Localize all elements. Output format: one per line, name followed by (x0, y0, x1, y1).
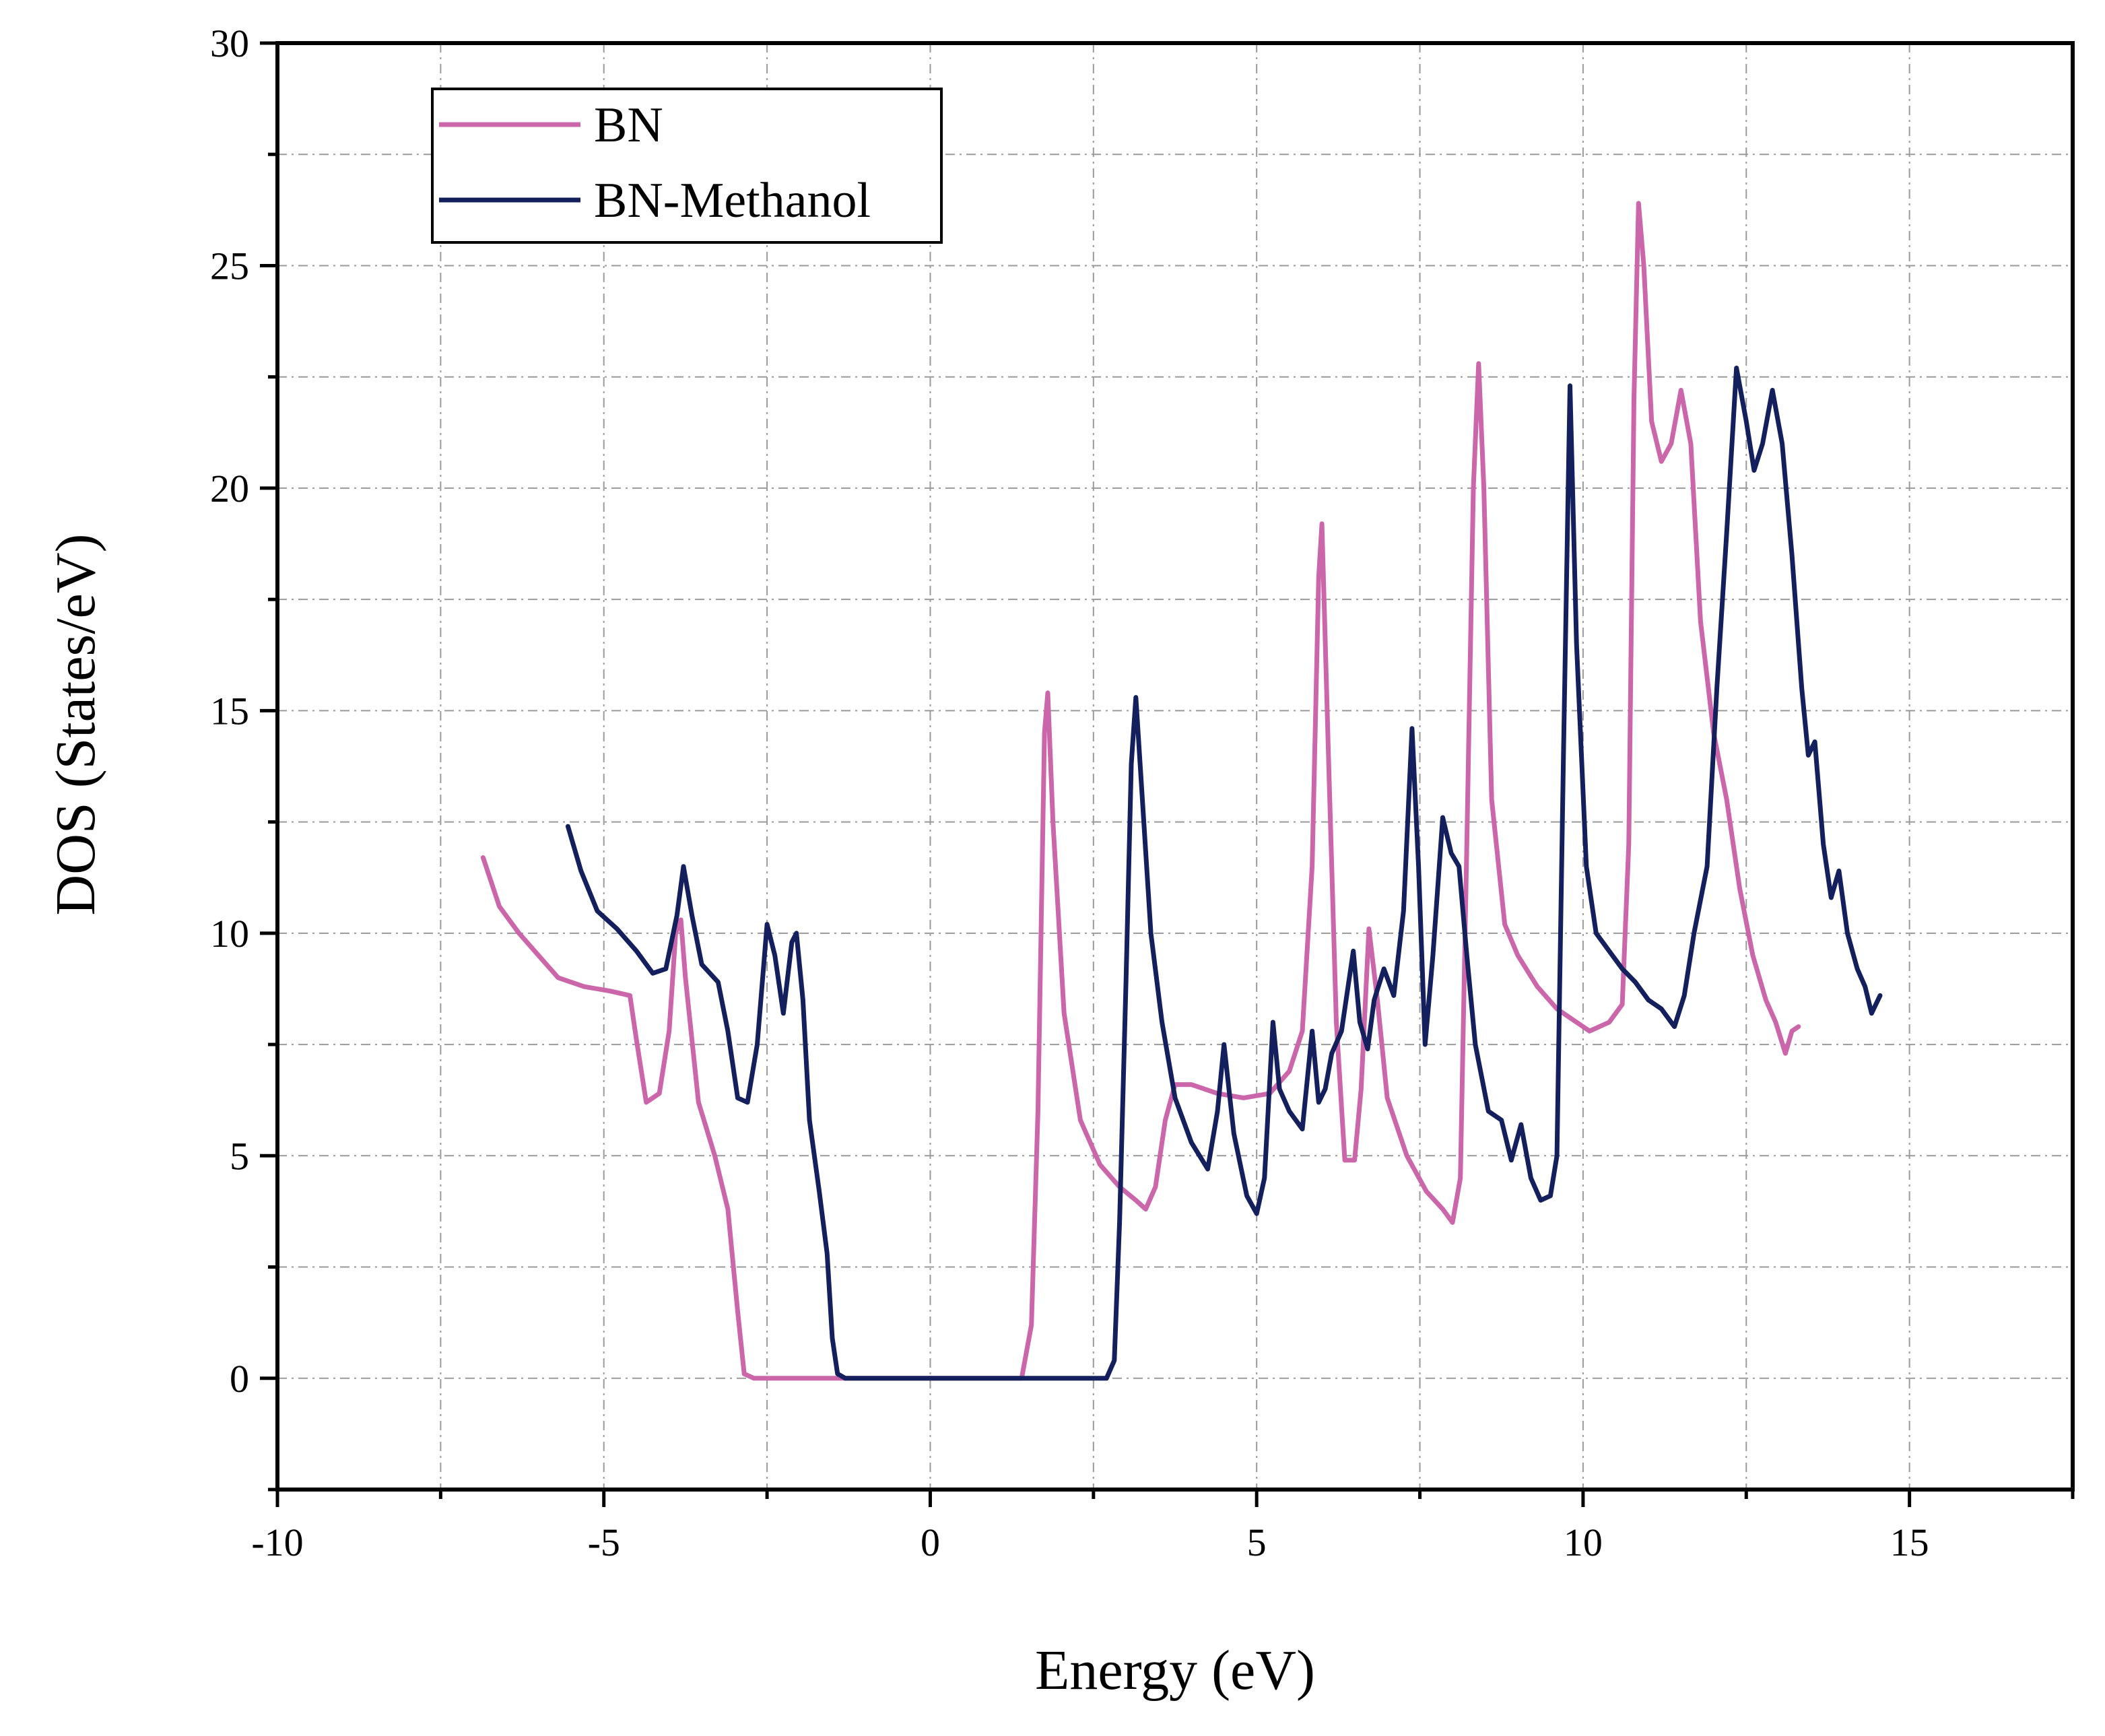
series-line-bn (480, 201, 1801, 1381)
x-tick-label: -10 (251, 1521, 303, 1564)
legend: BN BN-Methanol (431, 88, 943, 244)
y-tick-label: 5 (230, 1134, 249, 1178)
y-tick-label: 0 (230, 1357, 249, 1401)
legend-label-bn-methanol: BN-Methanol (594, 173, 871, 228)
y-tick-label: 25 (210, 244, 249, 288)
series-layer (480, 201, 1883, 1381)
x-tick-label: 5 (1247, 1521, 1267, 1564)
axis-tick-labels: -10 -5 0 5 10 15 0 5 10 15 20 25 30 (210, 22, 1929, 1564)
plot-area-frame (275, 41, 2075, 1492)
legend-label-bn: BN (594, 98, 663, 153)
x-tick-label: 10 (1564, 1521, 1603, 1564)
series-line-bn-methanol (565, 366, 1883, 1381)
legend-box (431, 88, 943, 244)
y-axis-title: DOS (States/eV) (44, 534, 107, 916)
y-tick-label: 10 (210, 912, 249, 956)
y-tick-label: 30 (210, 22, 249, 65)
axis-ticks (260, 41, 2075, 1507)
x-tick-label: -5 (588, 1521, 620, 1564)
grid-lines (277, 43, 2073, 1490)
x-tick-label: 0 (921, 1521, 940, 1564)
y-tick-label: 15 (210, 689, 249, 733)
x-tick-label: 15 (1890, 1521, 1929, 1564)
x-axis-title: Energy (eV) (1035, 1639, 1315, 1702)
y-tick-label: 20 (210, 467, 249, 510)
